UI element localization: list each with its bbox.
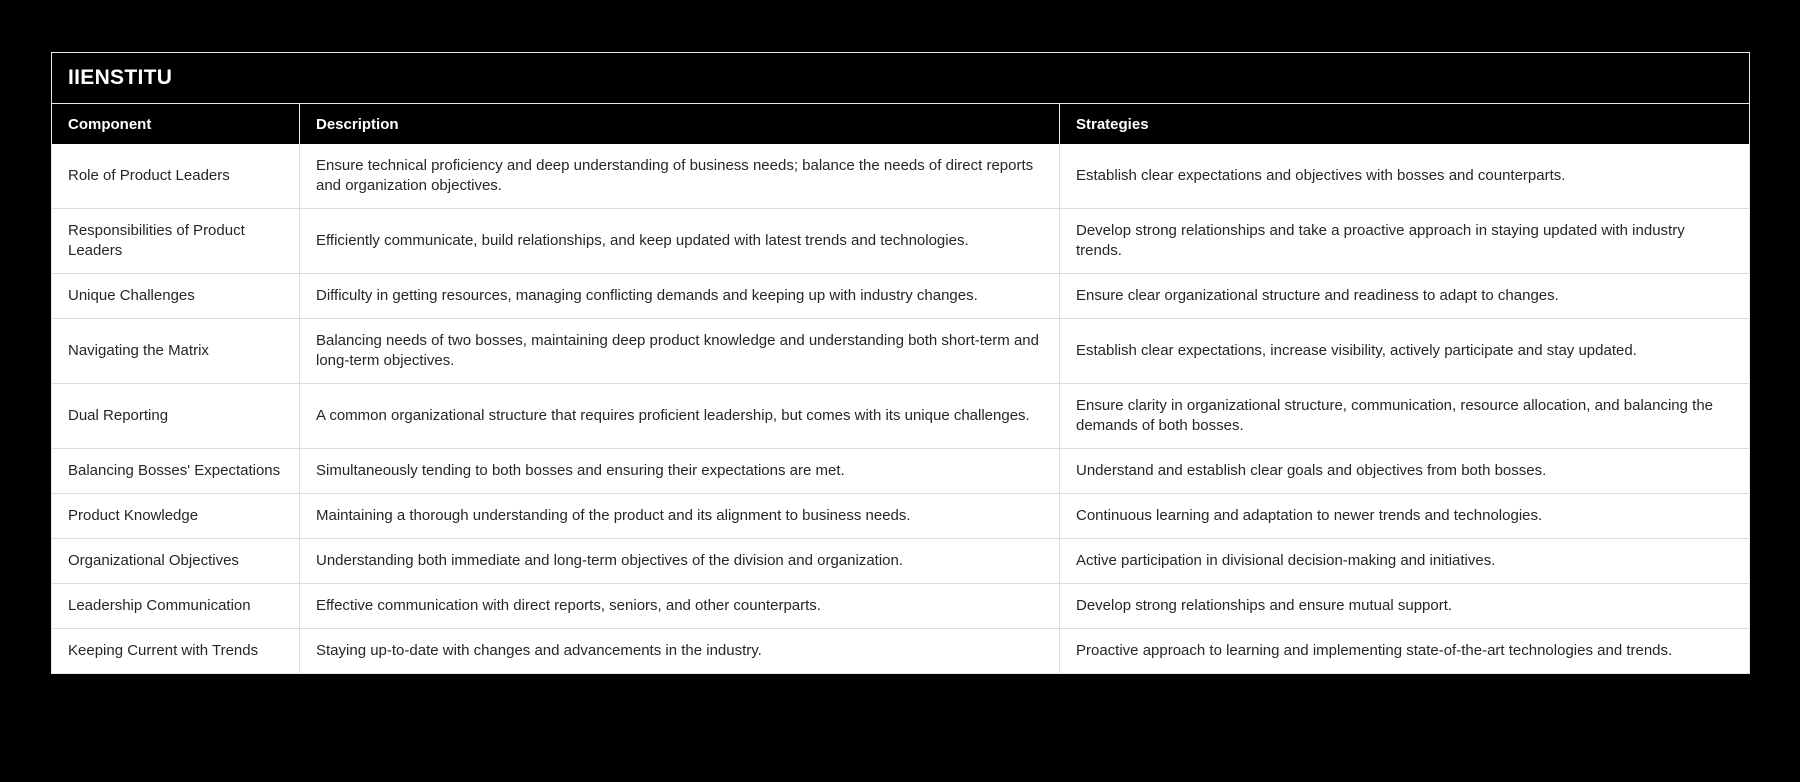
cell-strategies: Ensure clear organizational structure an… (1076, 287, 1559, 304)
cell-component: Organizational Objectives (52, 539, 300, 583)
column-header-description: Description (300, 104, 1060, 144)
table-row: Balancing Bosses' Expectations Simultaneo… (52, 449, 1749, 494)
column-header-strategies: Strategies (1076, 115, 1149, 133)
table-body: Role of Product Leaders Ensure technical … (52, 144, 1749, 673)
brand-title: IIENSTITU (68, 66, 173, 89)
table-header-row: Component Description Strategies (52, 104, 1749, 144)
table-row: Keeping Current with Trends Staying up-to… (52, 629, 1749, 673)
table-row: Navigating the Matrix Balancing needs of … (52, 319, 1749, 384)
cell-component: Dual Reporting (52, 384, 300, 448)
cell-component: Keeping Current with Trends (52, 629, 300, 673)
cell-description: Staying up-to-date with changes and adva… (300, 629, 1060, 673)
cell-strategies: Ensure clarity in organizational structu… (1076, 397, 1714, 434)
cell-component: Navigating the Matrix (52, 319, 300, 383)
cell-description: Efficiently communicate, build relations… (300, 209, 1060, 273)
cell-strategies: Continuous learning and adaptation to ne… (1076, 507, 1543, 524)
cell-description: Difficulty in getting resources, managin… (300, 274, 1060, 318)
title-bar: IIENSTITU (52, 53, 1749, 104)
table-row: Responsibilities of Product Leaders Effic… (52, 209, 1749, 274)
cell-strategies: Active participation in divisional decis… (1076, 552, 1496, 569)
cell-component: Responsibilities of Product Leaders (52, 209, 300, 273)
cell-strategies: Develop strong relationships and take a … (1076, 222, 1685, 259)
cell-description: A common organizational structure that r… (300, 384, 1060, 448)
cell-component: Leadership Communication (52, 584, 300, 628)
cell-description: Simultaneously tending to both bosses an… (300, 449, 1060, 493)
cell-component: Role of Product Leaders (52, 144, 300, 208)
column-header-component: Component (52, 104, 300, 144)
table-row: Unique Challenges Difficulty in getting r… (52, 274, 1749, 319)
cell-description: Effective communication with direct repo… (300, 584, 1060, 628)
cell-component: Balancing Bosses' Expectations (52, 449, 300, 493)
cell-component: Unique Challenges (52, 274, 300, 318)
table-row: Organizational Objectives Understanding b… (52, 539, 1749, 584)
cell-strategies: Understand and establish clear goals and… (1076, 462, 1547, 479)
cell-description: Understanding both immediate and long-te… (300, 539, 1060, 583)
table-card: IIENSTITU Component Description Strategi… (51, 52, 1750, 674)
cell-description: Maintaining a thorough understanding of … (300, 494, 1060, 538)
cell-component: Product Knowledge (52, 494, 300, 538)
table-row: Dual Reporting A common organizational st… (52, 384, 1749, 449)
table-row: Leadership Communication Effective commun… (52, 584, 1749, 629)
cell-description: Balancing needs of two bosses, maintaini… (300, 319, 1060, 383)
cell-description: Ensure technical proficiency and deep un… (300, 144, 1060, 208)
cell-strategies: Establish clear expectations and objecti… (1076, 167, 1566, 184)
table-row: Role of Product Leaders Ensure technical … (52, 144, 1749, 209)
cell-strategies: Establish clear expectations, increase v… (1076, 342, 1637, 359)
table-row: Product Knowledge Maintaining a thorough … (52, 494, 1749, 539)
cell-strategies: Proactive approach to learning and imple… (1076, 642, 1673, 659)
cell-strategies: Develop strong relationships and ensure … (1076, 597, 1453, 614)
